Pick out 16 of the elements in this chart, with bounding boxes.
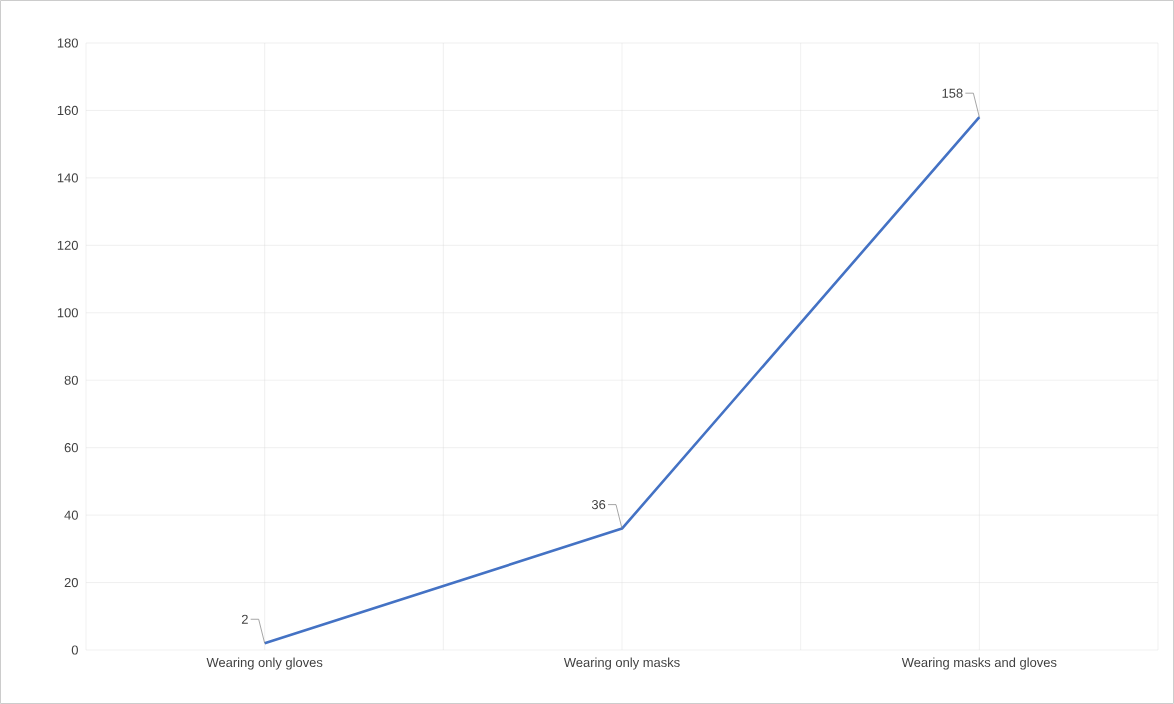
y-tick-label: 100 (57, 308, 78, 318)
x-tick-label: Wearing only gloves (206, 657, 323, 670)
data-label: 36 (591, 500, 606, 510)
x-tick-label: Wearing only masks (563, 657, 680, 670)
x-tick-label: Wearing masks and gloves (901, 657, 1057, 670)
y-tick-label: 40 (64, 510, 78, 520)
y-tick-label: 160 (57, 105, 78, 116)
y-tick-label: 20 (64, 577, 78, 588)
data-label: 158 (942, 88, 963, 98)
data-label: 2 (241, 614, 248, 624)
y-tick-label: 0 (71, 645, 78, 655)
y-tick-label: 80 (64, 375, 78, 385)
y-tick-label: 120 (57, 240, 78, 250)
y-tick-label: 60 (64, 443, 78, 453)
y-tick-label: 140 (57, 173, 78, 183)
y-tick-label: 180 (57, 38, 78, 48)
